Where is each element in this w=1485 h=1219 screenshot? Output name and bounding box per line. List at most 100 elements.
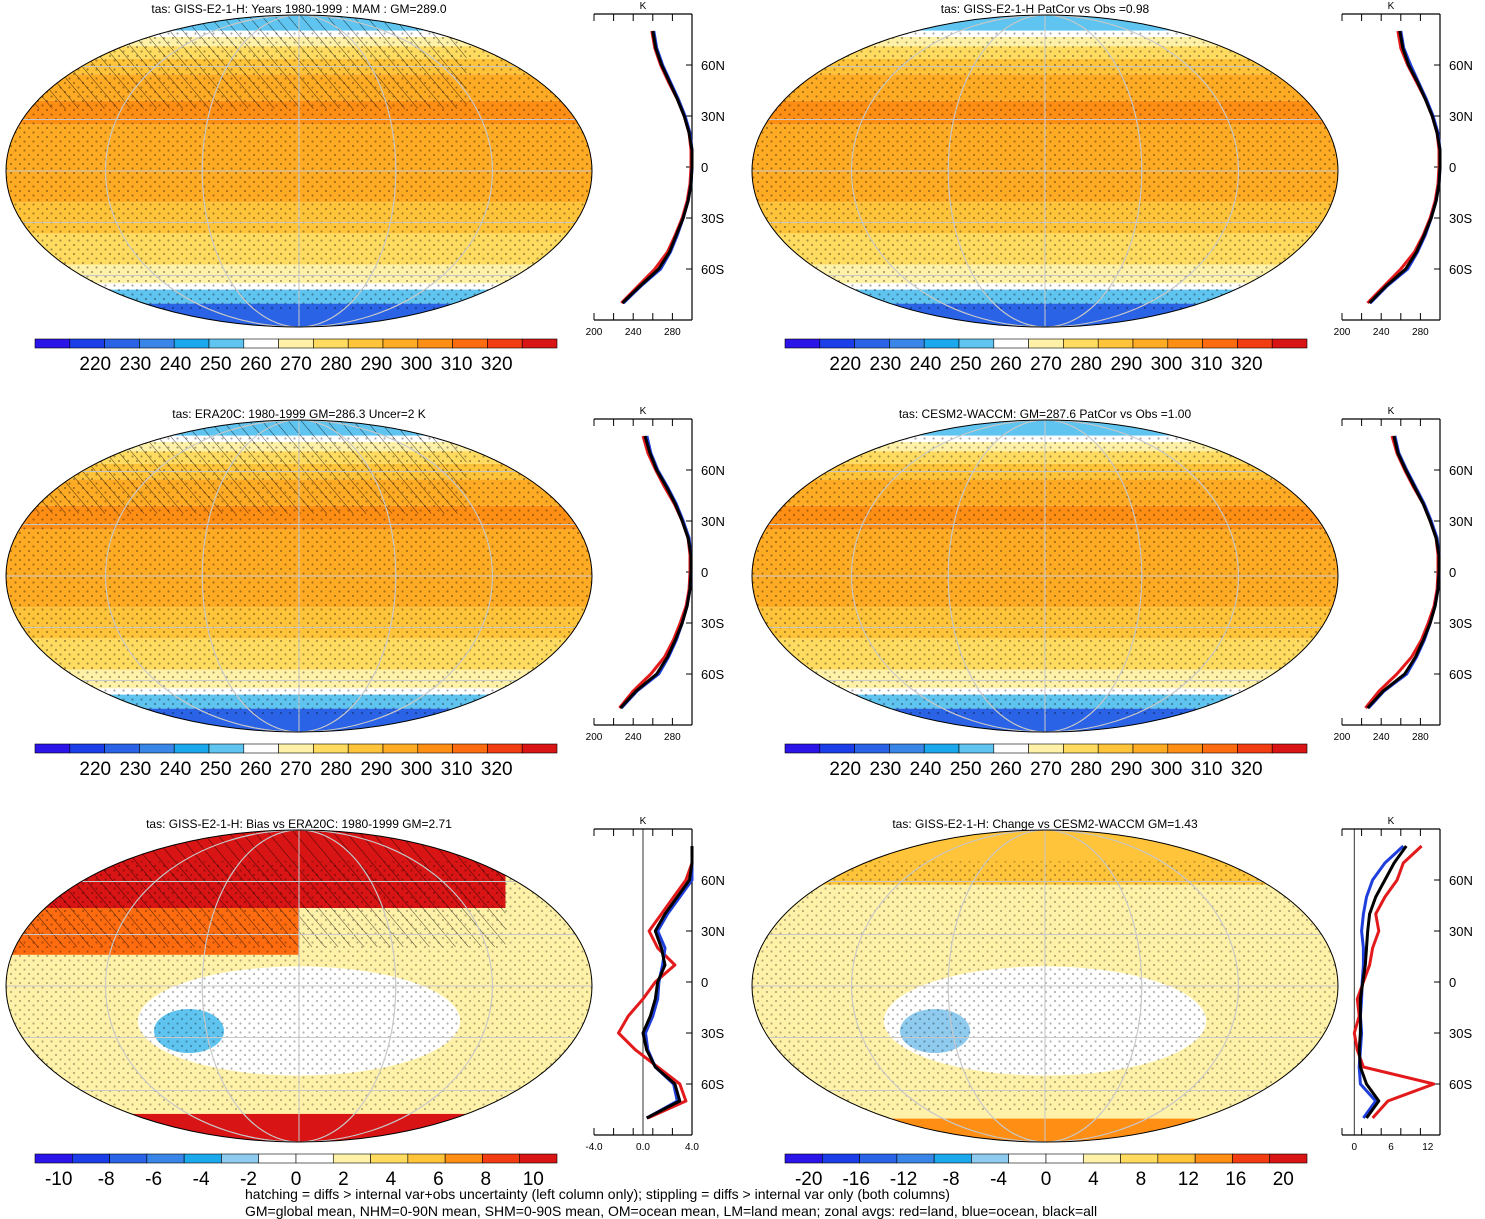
colorbar-tick-label: -6 [145, 1169, 162, 1190]
zonal-lat-label: 60N [1449, 463, 1473, 478]
colorbar-segment [209, 339, 244, 348]
colorbar-tick-label: -10 [45, 1169, 72, 1190]
zonal-x-tick-label: 12 [1422, 1142, 1434, 1153]
colorbar-segment [1237, 339, 1272, 348]
colorbar-segment [279, 339, 314, 348]
colorbar-segment [184, 1154, 221, 1163]
colorbar-tick-label: 240 [160, 759, 192, 780]
colorbar-segment [1237, 744, 1272, 753]
colorbar-segment [897, 1154, 934, 1163]
zonal-series-line [643, 846, 692, 1118]
colorbar-tick-label: 260 [990, 354, 1022, 375]
colorbar-segment [296, 1154, 333, 1163]
colorbar-tick-label: 310 [1191, 759, 1223, 780]
colorbar-tick-label: 230 [870, 759, 902, 780]
zonal-x-tick-label: 240 [1373, 327, 1390, 338]
colorbar-tick-label: 270 [1030, 354, 1062, 375]
colorbar-segment [522, 744, 557, 753]
colorbar-tick-label: 240 [910, 354, 942, 375]
colorbar-segment [522, 339, 557, 348]
colorbar-segment [1272, 744, 1307, 753]
colorbar-segment [333, 1154, 370, 1163]
colorbar-segment [971, 1154, 1008, 1163]
colorbar-tick-label: -4 [990, 1169, 1007, 1190]
colorbar-segment [348, 339, 383, 348]
colorbar-segment [889, 744, 924, 753]
colorbar-segment [855, 744, 890, 753]
colorbar-tick-label: 270 [280, 354, 312, 375]
zonal-lat-label: 0 [1449, 565, 1456, 580]
colorbar-segment [110, 1154, 147, 1163]
colorbar-segment [924, 339, 959, 348]
zonal-lat-label: 30S [701, 211, 724, 226]
zonal-x-tick-label: 280 [1412, 327, 1429, 338]
zonal-lat-label: 60S [1449, 667, 1472, 682]
zonal-lat-label: 30N [701, 109, 725, 124]
colorbar-tick-label: 300 [401, 354, 433, 375]
colorbar-segment [105, 339, 140, 348]
zonal-x-tick-label: 240 [625, 732, 642, 743]
colorbar-tick-label: 290 [1110, 354, 1142, 375]
colorbar-segment [244, 339, 279, 348]
colorbar-segment [1063, 339, 1098, 348]
colorbar-segment [934, 1154, 971, 1163]
colorbar-segment [1203, 744, 1238, 753]
colorbar-segment [889, 339, 924, 348]
colorbar-segment [147, 1154, 184, 1163]
colorbar-segment [1270, 1154, 1307, 1163]
colorbar-tick-label: 230 [120, 354, 152, 375]
colorbar-segment [1168, 744, 1203, 753]
zonal-unit-label: K [1388, 816, 1395, 827]
colorbar-tick-label: 220 [79, 759, 111, 780]
colorbar-segment [221, 1154, 258, 1163]
zonal-lat-label: 30N [1449, 514, 1473, 529]
colorbar-tick-label: 230 [120, 759, 152, 780]
zonal-lat-label: 0 [1449, 160, 1456, 175]
colorbar-tick-label: 300 [1151, 354, 1183, 375]
colorbar-segment [279, 744, 314, 753]
colorbar-tick-label: 20 [1273, 1169, 1294, 1190]
zonal-lat-label: 0 [1449, 975, 1456, 990]
map [750, 15, 1340, 327]
map-title: tas: GISS-E2-1-H: Bias vs ERA20C: 1980-1… [146, 817, 452, 831]
colorbar-tick-label: 250 [950, 354, 982, 375]
colorbar-segment [1158, 1154, 1195, 1163]
colorbar-segment [70, 744, 105, 753]
colorbar-segment [482, 1154, 519, 1163]
zonal-lat-label: 60S [1449, 1077, 1472, 1092]
colorbar-tick-label: 250 [200, 759, 232, 780]
colorbar-tick-label: 280 [320, 354, 352, 375]
zonal-lat-label: 60N [701, 463, 725, 478]
colorbar-tick-label: 280 [320, 759, 352, 780]
colorbar-segment [1133, 339, 1168, 348]
colorbar-segment [1098, 744, 1133, 753]
map-title: tas: ERA20C: 1980-1999 GM=286.3 Uncer=2 … [172, 407, 425, 421]
colorbar-segment [418, 744, 453, 753]
colorbar-segment [1046, 1154, 1083, 1163]
colorbar-tick-label: 320 [1231, 354, 1263, 375]
colorbar-segment [313, 744, 348, 753]
zonal-series-line [1368, 31, 1440, 303]
colorbar-segment [785, 744, 820, 753]
zonal-x-tick-label: 4.0 [685, 1142, 699, 1153]
colorbar-segment [855, 339, 890, 348]
colorbar-segment [994, 339, 1029, 348]
colorbar-tick-label: 220 [829, 759, 861, 780]
zonal-series-line [1359, 846, 1406, 1118]
map-title: tas: CESM2-WACCM: GM=287.6 PatCor vs Obs… [899, 407, 1192, 421]
zonal-lat-label: 30S [1449, 211, 1472, 226]
colorbar-segment [1121, 1154, 1158, 1163]
zonal-unit-label: K [1388, 406, 1395, 417]
colorbar-segment [35, 744, 70, 753]
colorbar-tick-label: 240 [160, 354, 192, 375]
colorbar-segment [371, 1154, 408, 1163]
zonal-lat-label: 0 [701, 160, 708, 175]
colorbar-tick-label: 310 [441, 759, 473, 780]
zonal-lat-label: 30N [1449, 924, 1473, 939]
zonal-x-tick-label: 280 [664, 327, 681, 338]
colorbar-tick-label: 250 [200, 354, 232, 375]
zonal-lat-label: 60S [1449, 262, 1472, 277]
colorbar-segment [1029, 339, 1064, 348]
map [4, 15, 594, 327]
zonal-series-line [1366, 436, 1439, 708]
